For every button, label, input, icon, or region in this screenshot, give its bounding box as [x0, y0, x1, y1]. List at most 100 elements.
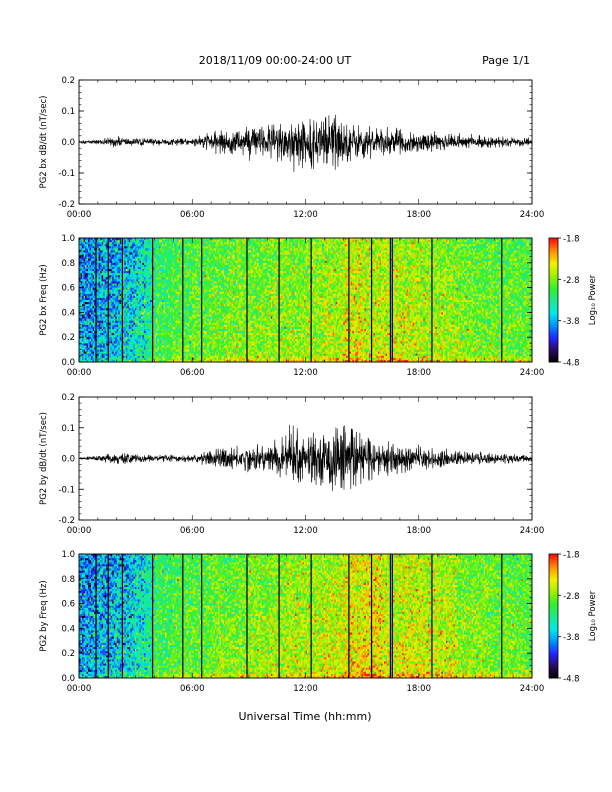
spectrogram-cell [128, 248, 131, 251]
spectrogram-cell [103, 300, 106, 303]
spectrogram-cell [89, 328, 92, 332]
spectrogram-cell [133, 355, 136, 359]
spectrogram-cell [106, 285, 109, 288]
spectrogram-cell [106, 341, 109, 344]
spectrogram-cell [100, 326, 103, 330]
spectrogram-cell [88, 291, 90, 295]
spectrogram-cell [136, 306, 139, 309]
spectrogram-cell [89, 333, 92, 336]
spectrogram-cell [97, 248, 100, 251]
spectrogram-cell [125, 304, 128, 307]
spectrogram-cell [100, 300, 103, 303]
spectrogram-cell [131, 326, 134, 330]
spectrogram-cell [133, 283, 136, 286]
spectrogram-cell [112, 349, 115, 353]
spectrogram-cell [80, 326, 83, 330]
spectrogram-cell [104, 277, 107, 280]
spectrogram-cell [89, 343, 92, 346]
spectrogram-cell [122, 343, 125, 346]
spectrogram-cell [79, 324, 81, 328]
spectrogram-cell [100, 281, 103, 284]
spectrogram-cell [131, 333, 134, 336]
spectrogram-cell [86, 281, 89, 284]
spectrogram-cell [124, 308, 127, 311]
spectrogram-cells [79, 238, 533, 363]
spectrogram-cell [137, 262, 140, 266]
spectrogram-cell [104, 285, 107, 288]
spectrogram-cell [125, 238, 128, 241]
spectrogram-cell [118, 318, 121, 322]
spectrogram-cell [80, 271, 83, 274]
spectrogram-cell [79, 248, 81, 251]
spectrogram-cell [109, 262, 112, 266]
spectrogram-cell [80, 269, 83, 272]
spectrogram-cell [104, 289, 107, 293]
spectrogram-cell [130, 279, 133, 282]
spectrogram-cell [137, 258, 140, 262]
spectrogram-cell [130, 285, 133, 288]
spectrogram-cell [85, 240, 87, 243]
spectrogram-cell [119, 291, 122, 295]
spectrogram-cell [122, 262, 125, 266]
spectrogram-cell [128, 252, 131, 255]
spectrogram-cell [97, 250, 100, 253]
spectrogram-cell [101, 287, 104, 291]
spectrogram-cell [119, 269, 122, 272]
spectrogram-cell [112, 326, 115, 330]
spectrogram-cell [85, 293, 87, 297]
spectrogram-cell [137, 355, 140, 359]
spectrogram-cell [89, 260, 92, 264]
spectrogram-cell [139, 279, 142, 282]
spectrogram-cell [100, 254, 103, 257]
spectrogram-cell [130, 242, 133, 245]
spectrogram-cell [118, 353, 121, 357]
spectrogram-cell [88, 343, 90, 346]
spectrogram-cell [94, 318, 97, 322]
series-trace [78, 114, 533, 172]
spectrogram-cell [82, 355, 84, 359]
spectrogram-cell [89, 264, 92, 268]
spectrogram-cell [97, 242, 100, 245]
spectrogram-cell [139, 258, 142, 262]
spectrogram-cell [92, 353, 95, 357]
spectrogram-cell [83, 264, 86, 268]
spectrogram-cell [112, 240, 115, 243]
spectrogram-cell [136, 345, 139, 348]
spectrogram-cell [89, 291, 92, 295]
spectrogram-cell [125, 351, 128, 355]
spectrogram-cell [137, 240, 140, 243]
spectrogram-cell [98, 335, 101, 338]
spectrogram-cell [116, 252, 119, 255]
spectrogram-cell [92, 351, 95, 355]
spectrogram-cell [131, 316, 134, 319]
spectrogram-cell [125, 314, 128, 317]
spectrogram-cell [136, 349, 139, 353]
spectrogram-cell [124, 355, 127, 359]
spectrogram-cell [91, 304, 93, 307]
spectrogram-cell [79, 266, 81, 270]
spectrogram-cell [98, 266, 101, 270]
spectrogram-cell [79, 264, 81, 268]
spectrogram-cell [106, 312, 109, 315]
spectrogram-cell [82, 264, 84, 268]
spectrogram-cell [128, 283, 131, 286]
spectrogram-cell [133, 262, 136, 266]
spectrogram-cell [130, 328, 133, 332]
spectrogram-cell [109, 297, 112, 301]
spectrogram-cell [128, 279, 131, 282]
spectrogram-cell [89, 281, 92, 284]
spectrogram-cell [133, 347, 136, 350]
spectrogram-cell [115, 256, 118, 260]
spectrogram-cell [98, 281, 101, 284]
spectrogram-cell [85, 289, 87, 293]
spectrogram-cell [125, 262, 128, 266]
spectrogram-cell [82, 314, 84, 317]
spectrogram-cell [133, 306, 136, 309]
spectrogram-cell [113, 289, 116, 293]
spectrogram-cell [130, 271, 133, 274]
spectrogram-cell [89, 277, 92, 280]
spectrogram-cell [131, 256, 134, 260]
spectrogram-cell [89, 357, 92, 361]
spectrogram-cell [101, 295, 104, 299]
spectrogram-cell [97, 314, 100, 317]
